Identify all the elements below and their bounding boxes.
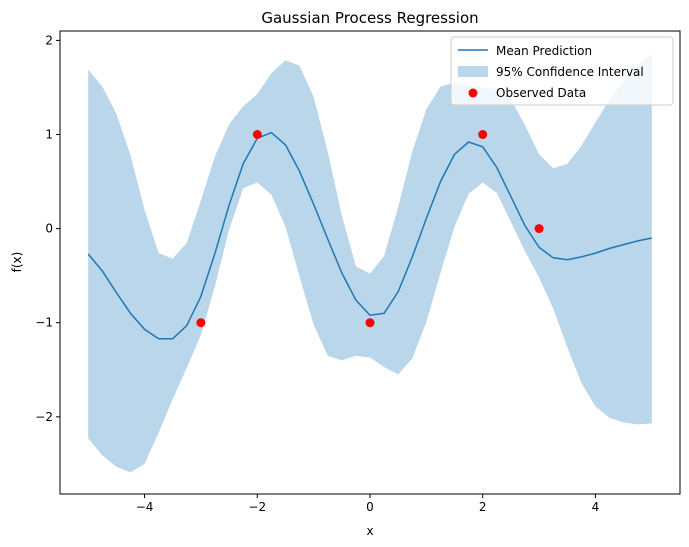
y-tick-label: −2: [35, 410, 53, 424]
chart-title: Gaussian Process Regression: [261, 9, 478, 27]
confidence-band-layer: [88, 53, 652, 473]
x-tick-label: −4: [136, 500, 154, 514]
y-tick-label: 1: [45, 128, 53, 142]
plot-area: [87, 53, 652, 473]
legend-band-swatch: [458, 66, 488, 77]
observed-point: [478, 130, 488, 139]
observed-points-layer: [196, 130, 544, 328]
legend: Mean Prediction 95% Confidence Interval …: [450, 36, 674, 106]
observed-point: [534, 224, 544, 234]
y-tick-label: −1: [35, 316, 53, 330]
x-tick-label: 0: [366, 500, 374, 514]
observed-point: [196, 318, 206, 328]
y-axis-ticks: −2 −1 0 1 2: [35, 33, 60, 424]
observed-point: [365, 318, 375, 328]
y-axis-label: f(x): [10, 252, 24, 273]
legend-label-mean: Mean Prediction: [496, 44, 592, 58]
x-tick-label: 4: [592, 500, 600, 514]
mean-prediction-line: [87, 131, 652, 340]
legend-label-band: 95% Confidence Interval: [496, 65, 644, 79]
y-tick-label: 0: [45, 222, 53, 236]
legend-point-swatch: [468, 88, 478, 98]
legend-label-observed: Observed Data: [496, 86, 586, 100]
mean-line-layer: [87, 131, 652, 340]
y-tick-label: 2: [45, 33, 53, 47]
confidence-band: [88, 53, 652, 473]
x-tick-label: 2: [479, 500, 487, 514]
x-axis-label: x: [366, 524, 373, 538]
x-tick-label: −2: [248, 500, 266, 514]
x-axis-ticks: −4 −2 0 2 4: [136, 494, 600, 514]
legend-box: [450, 36, 674, 106]
observed-point: [252, 130, 262, 139]
